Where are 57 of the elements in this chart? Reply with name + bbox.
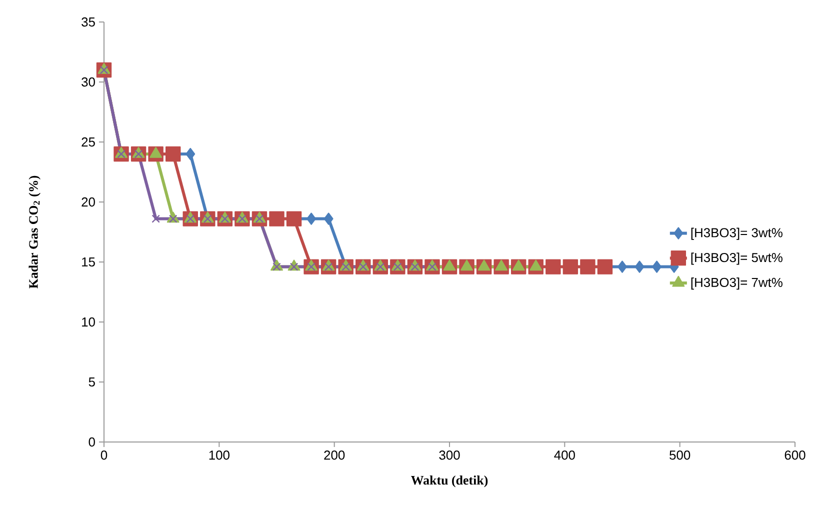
point [618,260,627,273]
y-tick-label: 35 [82,17,95,27]
point [597,259,613,274]
point [394,262,402,271]
point [286,211,302,226]
point [186,214,195,223]
y-tick-label: 10 [82,317,95,327]
point [460,260,474,271]
x-tick-label: 0 [100,450,108,460]
point [546,259,561,274]
point [580,259,596,274]
point [376,262,385,271]
point [306,212,316,225]
point [238,214,246,223]
x-tick-label: 300 [439,450,460,460]
point [269,211,284,226]
point [152,214,160,223]
point [255,214,264,223]
y-tick-label: 0 [88,437,95,447]
point [324,262,333,271]
point [272,262,281,271]
point [478,260,490,271]
point [652,260,662,273]
x-tick-label: 400 [554,450,575,460]
point [290,262,298,271]
point [530,260,542,271]
point [634,260,644,273]
point [428,262,436,271]
y-tick-label: 25 [82,137,95,147]
x-tick-label: 100 [209,450,230,460]
y-axis-title: Kadar Gas CO$_{2}$ (%) [28,176,40,288]
point [358,262,368,271]
point [186,148,196,160]
point [495,260,508,271]
point [562,259,578,274]
x-tick-label: 600 [784,450,806,460]
point [324,212,334,225]
point [307,262,316,271]
point [166,146,181,162]
x-tick-label: 200 [324,450,345,460]
legend-label: [H3BO3]= 5wt% [691,252,782,265]
point [410,262,420,271]
x-tick-label: 500 [670,450,690,460]
legend-label: [H3BO3]= 3wt% [691,228,782,240]
legend-label: [H3BO3]= 7wt% [691,278,782,290]
point [117,150,126,158]
y-tick-label: 5 [88,377,95,387]
point [512,260,525,271]
x-axis-title: Waktu (detik) [411,476,488,488]
point [134,150,143,158]
y-tick-label: 15 [82,257,95,267]
y-tick-label: 20 [82,197,95,207]
point [220,214,230,223]
point [443,260,456,271]
point [168,214,178,223]
y-tick-label: 30 [82,77,95,87]
point [100,66,108,74]
